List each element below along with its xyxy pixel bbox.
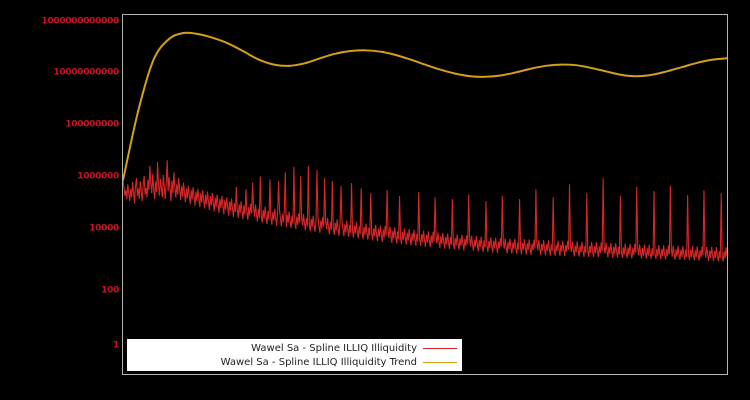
legend-item-illiquidity-trend: Wawel Sa - Spline ILLIQ Illiquidity Tren… — [128, 355, 457, 369]
line-swatch-icon — [423, 347, 457, 349]
plot-area — [122, 14, 728, 375]
y-tick-label: 1000000000000 — [41, 16, 119, 27]
legend-item-illiquidity: Wawel Sa - Spline ILLIQ Illiquidity — [128, 341, 457, 355]
line-swatch-icon — [423, 361, 457, 363]
y-tick-label: 1000000 — [77, 171, 119, 182]
series-trend-line — [123, 31, 727, 182]
y-tick-label: 10000 — [89, 223, 119, 234]
y-tick-label: 10000000000 — [53, 67, 119, 78]
y-tick-label: 100 — [101, 285, 119, 296]
y-tick-label: 1 — [113, 340, 119, 351]
y-tick-label: 100000000 — [65, 119, 119, 130]
y-axis-tick-labels: 1000000000000 10000000000 100000000 1000… — [0, 0, 119, 400]
plot-canvas — [123, 31, 727, 262]
legend-label: Wawel Sa - Spline ILLIQ Illiquidity Tren… — [220, 356, 417, 368]
chart-legend: Wawel Sa - Spline ILLIQ Illiquidity Wawe… — [127, 339, 462, 371]
legend-label: Wawel Sa - Spline ILLIQ Illiquidity — [251, 342, 417, 354]
series-illiquidity-line — [123, 160, 727, 262]
